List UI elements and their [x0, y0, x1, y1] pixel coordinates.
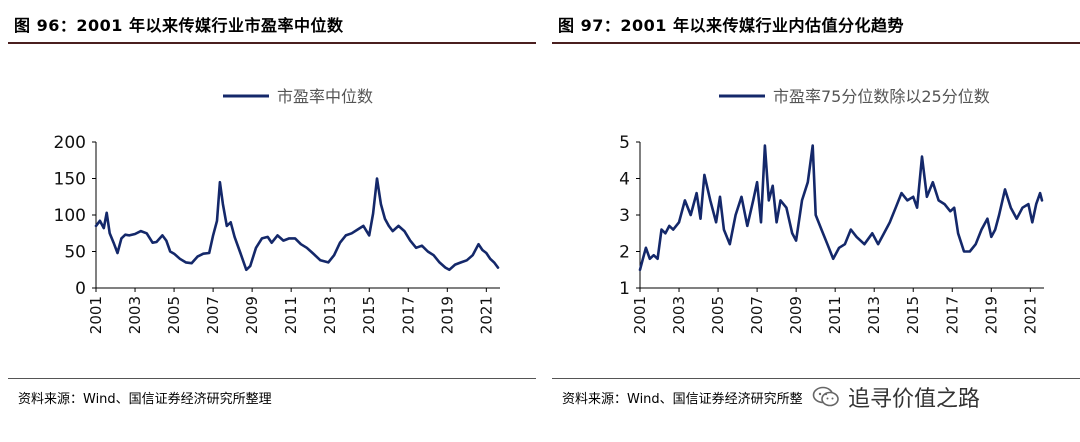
x-tick-label: 2003 [126, 296, 144, 334]
x-tick-label: 2021 [1021, 296, 1039, 334]
x-tick-label: 2007 [204, 296, 222, 334]
x-tick-label: 2001 [631, 296, 649, 334]
y-tick-label: 2 [619, 243, 630, 263]
x-tick-label: 2017 [399, 296, 417, 334]
y-tick-label: 0 [75, 279, 86, 299]
series-line [96, 179, 498, 270]
y-tick-label: 4 [619, 170, 630, 190]
watermark-text: 追寻价值之路 [848, 381, 980, 413]
y-tick-label: 150 [54, 170, 86, 190]
figure-96-panel: 图 96：2001 年以来传媒行业市盈率中位数 市盈率中位数 0 50 100 150 2… [8, 0, 536, 442]
x-tick-label: 2001 [87, 296, 105, 334]
series-line [640, 146, 1042, 270]
x-tick-label: 2007 [748, 296, 766, 334]
x-tick-label: 2009 [243, 296, 261, 334]
x-tick-label: 2017 [943, 296, 961, 334]
legend-label: 市盈率中位数 [277, 87, 373, 106]
x-tick-label: 2013 [321, 296, 339, 334]
y-tick-label: 1 [619, 279, 630, 299]
bottom-rule [8, 378, 536, 379]
x-tick-label: 2015 [360, 296, 378, 334]
y-tick-label: 200 [54, 133, 86, 153]
watermark: 追寻价值之路 [808, 380, 986, 414]
y-tick-label: 3 [619, 206, 630, 226]
source-note: 资料来源：Wind、国信证券经济研究所整理 [18, 388, 272, 407]
pe-median-chart: 市盈率中位数 0 50 100 150 200 2001 2003 2005 2007 2009 20… [8, 44, 536, 376]
y-tick-label: 5 [619, 133, 630, 153]
x-tick-label: 2015 [904, 296, 922, 334]
figure-title: 图 96：2001 年以来传媒行业市盈率中位数 [14, 12, 530, 36]
valuation-dispersion-chart: 市盈率75分位数除以25分位数 1 2 3 4 5 2001 2003 2005 2007 2009… [552, 44, 1080, 376]
x-tick-label: 2011 [282, 296, 300, 334]
figure-97-panel: 图 97：2001 年以来传媒行业内估值分化趋势 市盈率75分位数除以25分位数… [552, 0, 1080, 442]
wechat-icon [812, 386, 840, 408]
x-tick-label: 2021 [477, 296, 495, 334]
x-tick-label: 2005 [165, 296, 183, 334]
y-tick-label: 50 [64, 243, 86, 263]
figure-title: 图 97：2001 年以来传媒行业内估值分化趋势 [558, 12, 1074, 36]
x-tick-label: 2013 [865, 296, 883, 334]
x-tick-label: 2005 [709, 296, 727, 334]
x-tick-label: 2011 [826, 296, 844, 334]
x-tick-label: 2003 [670, 296, 688, 334]
x-tick-label: 2019 [982, 296, 1000, 334]
x-tick-label: 2009 [787, 296, 805, 334]
source-note: 资料来源：Wind、国信证券经济研究所整 [562, 388, 803, 407]
legend-label: 市盈率75分位数除以25分位数 [773, 87, 990, 106]
x-tick-label: 2019 [438, 296, 456, 334]
y-tick-label: 100 [54, 206, 86, 226]
bottom-rule [552, 378, 1080, 379]
